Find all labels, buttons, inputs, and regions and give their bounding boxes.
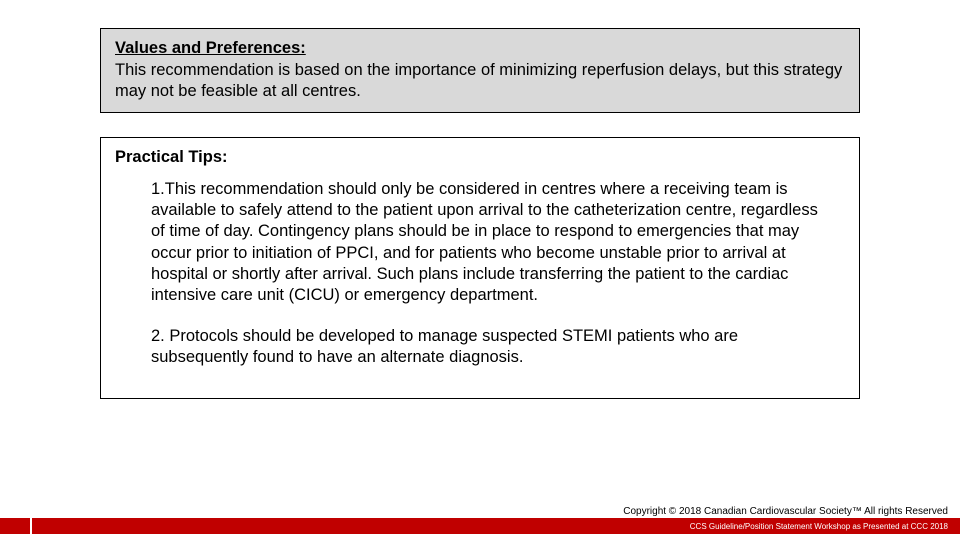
tips-heading: Practical Tips: <box>115 148 845 167</box>
footer-bar: CCS Guideline/Position Statement Worksho… <box>0 518 960 534</box>
footer-bar-main: CCS Guideline/Position Statement Worksho… <box>32 518 960 534</box>
copyright-text: Copyright © 2018 Canadian Cardiovascular… <box>0 506 960 518</box>
footer-bar-accent <box>0 518 30 534</box>
values-preferences-box: Values and Preferences: This recommendat… <box>100 28 860 113</box>
footer: Copyright © 2018 Canadian Cardiovascular… <box>0 506 960 534</box>
tip-item: 2. Protocols should be developed to mana… <box>151 326 835 368</box>
values-heading: Values and Preferences: <box>115 39 845 58</box>
practical-tips-box: Practical Tips: 1.This recommendation sh… <box>100 137 860 399</box>
tip-item: 1.This recommendation should only be con… <box>151 179 835 306</box>
footer-bar-text: CCS Guideline/Position Statement Worksho… <box>690 522 948 531</box>
values-body: This recommendation is based on the impo… <box>115 60 845 102</box>
